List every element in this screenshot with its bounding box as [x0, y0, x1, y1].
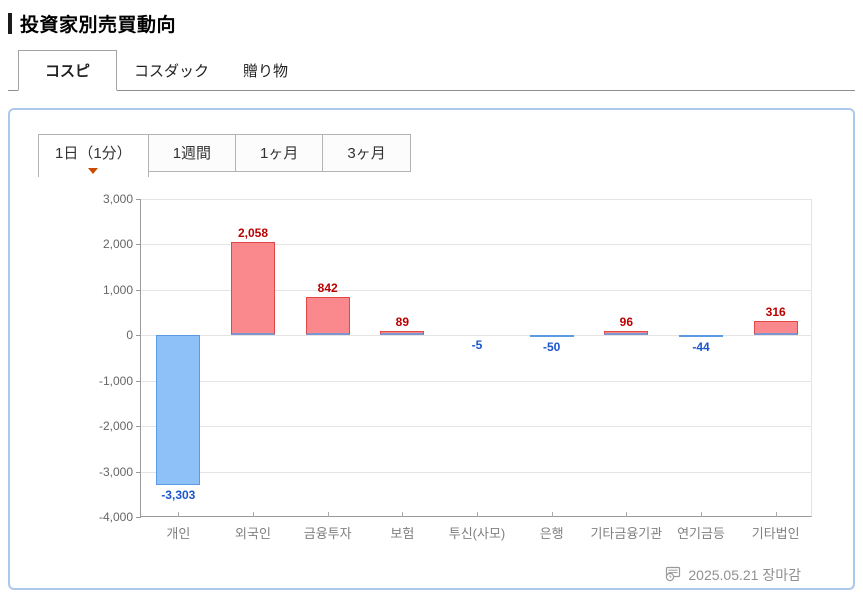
bar-연기금등 [679, 335, 723, 338]
period-tab-1day-label: 1日（1分） [55, 145, 132, 162]
bar-개인 [156, 335, 201, 486]
plot-area: 3,000 2,000 1,000 0 -1,000 -2,000 -3,000 -4,000… [99, 192, 812, 541]
value-label: 89 [395, 315, 410, 330]
y-axis-label: -4,000 [98, 510, 133, 524]
title-row: 投資家別売買動向 [8, 10, 855, 37]
y-axis-label: 2,000 [102, 237, 133, 252]
y-axis-tick [136, 289, 141, 291]
value-label: -44 [692, 340, 710, 355]
value-label: -50 [542, 340, 561, 355]
category-label: 금융투자 [303, 526, 352, 541]
x-axis-tick [178, 512, 180, 517]
y-axis-label: -3,000 [98, 464, 133, 479]
category-label: 투신(사모) [448, 526, 506, 541]
gridline [141, 380, 811, 382]
gridline [141, 244, 811, 246]
category-label: 은행 [539, 526, 564, 541]
y-axis-tick [136, 471, 141, 473]
bar-보험 [380, 331, 425, 336]
x-axis-tick [701, 512, 702, 517]
y-axis-tick [136, 517, 141, 518]
market-close-date: 2025.05.21 장마감 [688, 567, 801, 583]
value-label: -5 [471, 338, 483, 353]
period-tab-1month[interactable]: 1ヶ月 [235, 134, 324, 172]
tab-kospi[interactable]: コスピ [18, 50, 118, 91]
gridline [141, 289, 811, 291]
tab-futures[interactable]: 贈り物 [243, 63, 289, 80]
y-axis-label: 1,000 [102, 282, 133, 297]
bar-기타금융기관 [604, 330, 649, 335]
bar-금융투자 [305, 297, 350, 336]
y-axis-tick [136, 199, 141, 200]
investor-bar-chart: 3,000 2,000 1,000 0 -1,000 -2,000 -3,000 -4,000… [10, 192, 853, 551]
period-tab-1week[interactable]: 1週間 [147, 134, 237, 172]
active-period-indicator-icon [88, 168, 99, 174]
bar-외국인 [231, 241, 275, 335]
page-title: 投資家別売買動向 [20, 15, 177, 36]
page: 投資家別売買動向 コスピ コスダック 贈り物 1日（1分） 1週間 1ヶ月 3ヶ… [8, 10, 855, 590]
period-tab-1day[interactable]: 1日（1分） [38, 134, 149, 177]
board-clock-icon [665, 565, 682, 585]
category-label: 보험 [390, 526, 415, 541]
market-tab-bar: コスピ コスダック 贈り物 [8, 50, 855, 91]
y-axis-tick [136, 426, 141, 428]
y-axis-label: -1,000 [98, 373, 133, 388]
bar-은행 [529, 335, 574, 338]
tab-kosdaq[interactable]: コスダック [134, 63, 210, 80]
x-axis-tick [477, 512, 478, 517]
x-axis-tick [626, 512, 628, 517]
x-axis-tick [402, 512, 404, 517]
gridline [141, 199, 811, 200]
x-axis-tick [327, 512, 329, 517]
value-label: 96 [619, 314, 634, 329]
chart-footer: 2025.05.21 장마감 [10, 565, 801, 585]
y-axis-tick [136, 380, 141, 382]
y-axis-label: 0 [126, 328, 133, 343]
x-axis-tick [253, 512, 254, 517]
x-axis-tick [775, 512, 777, 517]
x-axis-tick [551, 512, 553, 517]
category-label: 연기금등 [677, 526, 725, 541]
title-marker [8, 13, 12, 34]
y-axis-tick [136, 335, 141, 337]
category-label: 외국인 [235, 526, 271, 541]
value-label: 316 [765, 304, 786, 319]
value-label: 842 [317, 281, 338, 296]
y-axis-tick [136, 244, 141, 246]
category-label: 기타금융기관 [590, 526, 663, 541]
gridline [141, 471, 811, 473]
gridline [141, 426, 811, 428]
y-axis-label: -2,000 [98, 419, 133, 434]
period-tab-3months[interactable]: 3ヶ月 [322, 134, 411, 172]
gridline [141, 335, 811, 337]
chart-panel: 1日（1分） 1週間 1ヶ月 3ヶ月 3,000 2,000 1,000 0 -1,00… [8, 108, 855, 590]
period-tab-bar: 1日（1分） 1週間 1ヶ月 3ヶ月 [38, 134, 853, 177]
y-axis-label: 3,000 [102, 192, 133, 206]
value-label: 2,058 [237, 225, 269, 240]
category-label: 기타법인 [751, 526, 800, 541]
value-label: -3,303 [161, 488, 196, 503]
category-label: 개인 [166, 526, 191, 541]
bar-기타법인 [753, 320, 798, 335]
